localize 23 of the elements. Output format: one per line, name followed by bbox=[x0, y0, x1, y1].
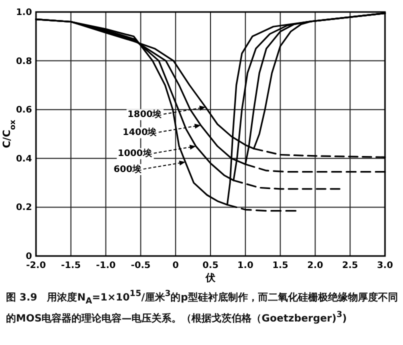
x-tick-label: -1.5 bbox=[61, 261, 81, 271]
y-tick-label: 0 bbox=[26, 252, 32, 262]
x-tick-label: 2.5 bbox=[342, 261, 358, 271]
text: 图 3.9 用浓度N$_{A}$=1×10$^{15}$/厘米$^{3}$的p型硅衬底制作，而二氧化硅栅极绝缘物厚度不同的MOS电容器的理论电容—电压关系。（根据戈茨伯格（Goetzberger)$^{3}$) bbox=[6, 288, 398, 325]
x-tick-label: -2.0 bbox=[26, 261, 46, 271]
y-tick-label: 0.6 bbox=[16, 106, 32, 116]
y-tick-label: 0.4 bbox=[16, 154, 32, 164]
x-axis-title: 伏 bbox=[204, 272, 216, 284]
annotation: 1000埃 bbox=[118, 148, 153, 160]
x-tick-label: 2.0 bbox=[307, 261, 324, 271]
x-tick-label: 0.5 bbox=[202, 261, 218, 271]
x-tick-label: 3.0 bbox=[377, 261, 393, 271]
x-tick-label: 1.0 bbox=[237, 261, 254, 271]
x-tick-label: -0.5 bbox=[130, 261, 151, 271]
y-tick-label: 1.0 bbox=[16, 8, 32, 18]
x-tick-label: 1.5 bbox=[272, 261, 288, 271]
x-tick-label: -1.0 bbox=[96, 261, 116, 271]
x-tick-label: 0 bbox=[172, 261, 179, 271]
annotation: 1400埃 bbox=[122, 127, 158, 138]
y-tick-label: 0.8 bbox=[16, 56, 32, 67]
annotation: 1800埃 bbox=[128, 109, 163, 120]
annotation: 600埃 bbox=[114, 164, 142, 176]
y-tick-label: 0.2 bbox=[16, 203, 32, 214]
